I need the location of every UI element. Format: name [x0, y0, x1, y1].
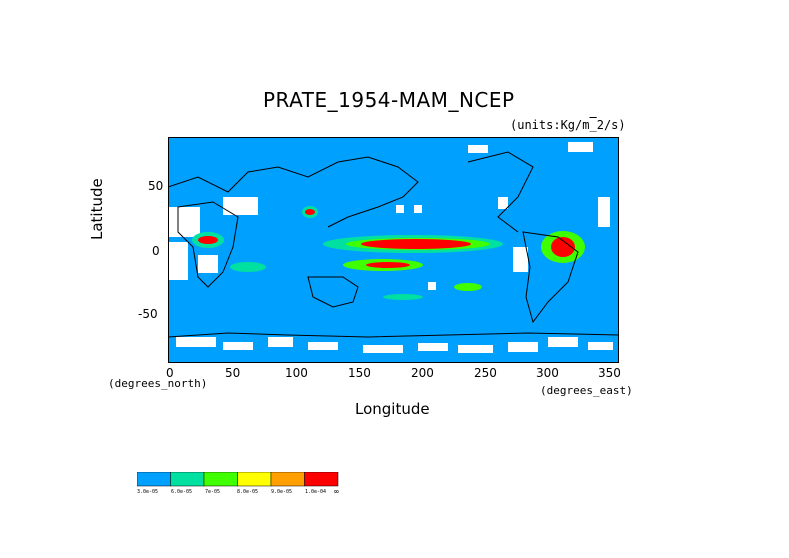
x-tick-250: 250: [474, 366, 497, 380]
legend-swatch-6: [304, 472, 339, 487]
x-tick-0: 0: [166, 366, 174, 380]
y-tick-neg50: -50: [138, 307, 158, 321]
legend-swatch-5: [270, 472, 305, 487]
coastlines: [168, 151, 619, 338]
precipitation-map: [168, 137, 619, 363]
legend-label-5: 9.0e-05: [271, 489, 293, 495]
units-label: (units:Kg/m_2/s): [510, 118, 626, 132]
legend-label-3: 7e-05: [205, 489, 221, 495]
x-tick-150: 150: [348, 366, 371, 380]
x-tick-200: 200: [411, 366, 434, 380]
x-axis-label: Longitude: [355, 400, 430, 418]
map-title: PRATE_1954-MAM_NCEP: [263, 88, 515, 112]
x-unit-right: (degrees_east): [540, 384, 633, 397]
color-legend: [137, 472, 339, 487]
legend-swatch-3: [203, 472, 238, 487]
dry-regions: [168, 142, 613, 353]
y-tick-50: 50: [148, 179, 164, 193]
map-border: [168, 137, 619, 363]
x-tick-50: 50: [225, 366, 241, 380]
legend-label-2: 6.0e-05: [171, 489, 193, 495]
legend-swatch-1: [137, 472, 171, 487]
legend-swatch-4: [237, 472, 272, 487]
x-tick-100: 100: [285, 366, 308, 380]
legend-label-4: 8.0e-05: [237, 489, 259, 495]
legend-label-1: 3.0e-05: [137, 489, 159, 495]
legend-label-6: 1.0e-04: [305, 489, 327, 495]
legend-label-end: ∞: [334, 487, 339, 496]
x-unit-left: (degrees_north): [108, 377, 208, 390]
y-axis-label: Latitude: [88, 178, 106, 240]
legend-swatch-2: [170, 472, 205, 487]
y-tick-0: 0: [152, 244, 160, 258]
x-tick-350: 350: [598, 366, 621, 380]
x-tick-300: 300: [536, 366, 559, 380]
precip-bands: [192, 206, 585, 300]
